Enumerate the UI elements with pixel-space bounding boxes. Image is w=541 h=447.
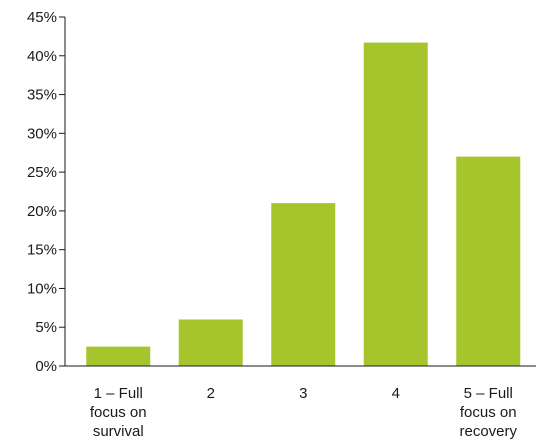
- y-axis-ticks: 0% 5% 10% 15% 20% 25% 30% 35% 40% 45%: [27, 9, 65, 375]
- y-tick-label: 10%: [27, 280, 57, 297]
- bar-2: [178, 319, 243, 366]
- x-category-label: 5 – Full focus on recovery: [459, 385, 517, 440]
- y-tick-label: 25%: [27, 164, 57, 181]
- x-category-label: 3: [299, 385, 307, 402]
- bars: [86, 42, 521, 367]
- y-tick-label: 5%: [35, 319, 57, 336]
- y-tick-label: 30%: [27, 125, 57, 142]
- bar-5: [456, 156, 521, 366]
- y-tick-label: 40%: [27, 48, 57, 65]
- x-category-label: 2: [207, 385, 215, 402]
- x-category-label: 4: [392, 385, 400, 402]
- bar-3: [271, 203, 336, 366]
- y-tick-label: 0%: [35, 358, 57, 375]
- x-axis-labels: 1 – Full focus on survival 2 3 4 5 – Full focus…: [90, 385, 518, 440]
- y-tick-label: 35%: [27, 87, 57, 104]
- x-category-label: 1 – Full focus on survival: [90, 385, 147, 440]
- y-tick-label: 45%: [27, 9, 57, 26]
- y-tick-label: 15%: [27, 242, 57, 259]
- bar-4: [363, 42, 428, 367]
- y-tick-label: 20%: [27, 203, 57, 220]
- bar-1: [86, 346, 151, 366]
